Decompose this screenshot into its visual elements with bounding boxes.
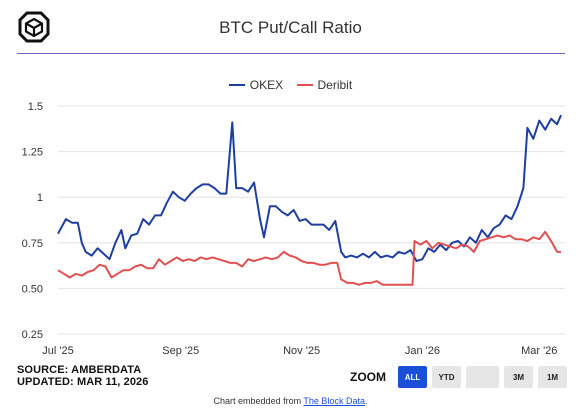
- y-tick-label-0: 0.25: [22, 329, 43, 341]
- x-tick-label-1: Sep '25: [162, 345, 199, 357]
- legend-item-deribit[interactable]: Deribit: [296, 78, 353, 92]
- series-line-deribit: [57, 230, 561, 286]
- line-chart: 0.25 0.50 0.75 1 1.25 1.5 Jul '25 Sep '25 Nov '2…: [22, 101, 565, 357]
- x-tick-label-3: Jan '26: [405, 345, 440, 357]
- header-divider: [17, 53, 565, 54]
- embed-suffix: .: [364, 396, 368, 406]
- zoom-label: ZOOM: [350, 370, 386, 384]
- header: BTC Put/Call Ratio: [0, 0, 581, 54]
- y-tick-label-1: 0.50: [22, 283, 43, 295]
- legend-label-okex: OKEX: [249, 78, 284, 92]
- y-tick-label-2: 0.75: [22, 238, 43, 250]
- zoom-controls: ZOOM ALL YTD 3M 1M: [350, 366, 567, 388]
- y-tick-label-3: 1: [37, 192, 43, 204]
- chart-legend: OKEX Deribit: [0, 75, 581, 92]
- embed-note: Chart embedded from The Block Data.: [0, 396, 581, 406]
- zoom-1m-button[interactable]: 1M: [538, 366, 567, 388]
- zoom-ytd-button[interactable]: YTD: [432, 366, 461, 388]
- chart-title: BTC Put/Call Ratio: [219, 18, 362, 37]
- x-tick-label-0: Jul '25: [42, 345, 73, 357]
- zoom-all-button[interactable]: ALL: [398, 366, 427, 388]
- zoom-3m-button[interactable]: 3M: [504, 366, 533, 388]
- the-block-data-link[interactable]: The Block Data: [303, 396, 365, 406]
- series-line-okex: [57, 114, 562, 262]
- zoom-blank-button[interactable]: [466, 366, 499, 388]
- x-tick-label-4: Mar '26: [521, 345, 557, 357]
- y-tick-label-5: 1.5: [28, 101, 43, 113]
- the-block-logo[interactable]: [17, 10, 51, 44]
- updated-label: UPDATED: MAR 11, 2026: [17, 376, 149, 388]
- y-tick-label-4: 1.25: [22, 147, 43, 159]
- source-label: SOURCE: AMBERDATA: [17, 364, 142, 376]
- embed-prefix: Chart embedded from: [213, 396, 304, 406]
- legend-swatch-deribit: [296, 84, 313, 86]
- x-tick-label-2: Nov '25: [283, 345, 320, 357]
- legend-label-deribit: Deribit: [317, 78, 353, 92]
- legend-item-okex[interactable]: OKEX: [228, 78, 284, 92]
- source-info: SOURCE: AMBERDATA UPDATED: MAR 11, 2026: [17, 364, 149, 388]
- legend-swatch-okex: [228, 84, 245, 86]
